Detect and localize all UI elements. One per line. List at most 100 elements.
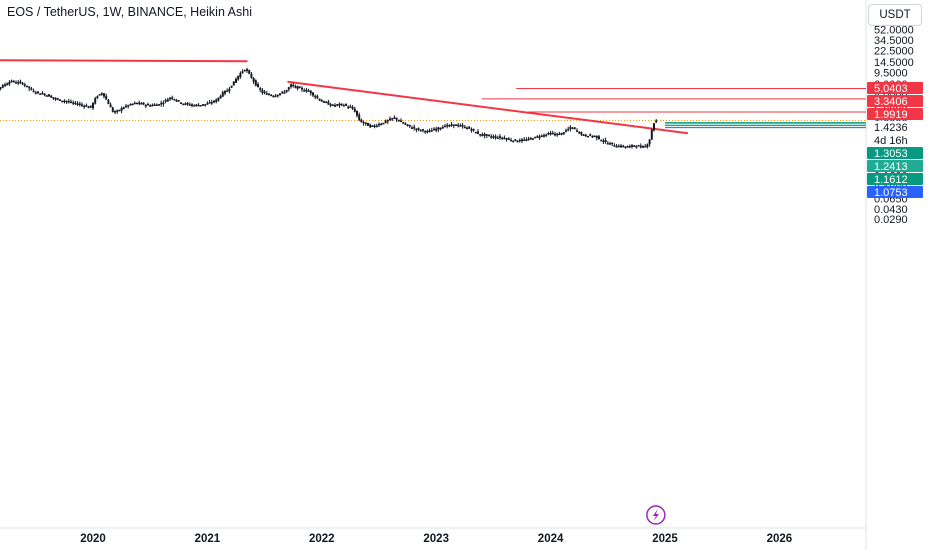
price-tag-label: 1.9919 xyxy=(874,109,908,121)
candle-body xyxy=(347,106,350,109)
candle-body xyxy=(226,90,229,92)
price-tick-label: 9.5000 xyxy=(874,67,908,79)
currency-button[interactable]: USDT xyxy=(868,4,922,26)
candle-body xyxy=(474,131,477,134)
candle-body xyxy=(569,126,572,129)
candle-body xyxy=(294,86,297,88)
candle-body xyxy=(356,110,358,116)
candle-body xyxy=(85,105,88,107)
candle-body xyxy=(171,97,174,99)
candle-body xyxy=(536,136,539,138)
candle-body xyxy=(573,127,576,129)
candle-body xyxy=(204,104,207,106)
price-tag-bg xyxy=(867,186,923,199)
candle-body xyxy=(6,83,9,86)
candle-body xyxy=(182,103,185,106)
candle-body xyxy=(138,102,141,104)
candle-body xyxy=(650,129,653,140)
candle-body xyxy=(613,145,616,147)
candle-body xyxy=(556,133,559,136)
candle-body xyxy=(173,99,176,101)
candle-body xyxy=(336,104,339,106)
candle-body xyxy=(195,104,198,107)
candle-body xyxy=(309,90,312,94)
candle-body xyxy=(292,84,295,87)
candle-body xyxy=(353,108,356,112)
candle-body xyxy=(642,146,644,148)
candle-body xyxy=(323,101,325,103)
candle-body xyxy=(433,128,435,131)
candle-body xyxy=(499,136,501,138)
candle-body xyxy=(257,84,259,88)
price-tick-label: 22.5000 xyxy=(874,46,914,58)
price-tag-bg xyxy=(867,173,923,186)
candle-body xyxy=(523,139,526,141)
time-axis[interactable]: 2020 2021 2022 2023 2024 2025 2026 xyxy=(0,527,866,545)
candle-body xyxy=(72,102,75,104)
candle-body xyxy=(111,107,114,112)
candle-body xyxy=(342,105,345,107)
candle-body xyxy=(78,103,81,106)
candle-body xyxy=(56,98,59,100)
candle-body xyxy=(439,127,442,130)
candlestick-series xyxy=(0,67,658,149)
candle-body xyxy=(611,142,614,145)
candle-body xyxy=(177,100,180,102)
candle-body xyxy=(140,103,143,105)
candle-body xyxy=(76,103,79,106)
candle-body xyxy=(534,136,537,139)
candle-body xyxy=(74,102,77,105)
candle-body xyxy=(512,140,515,143)
candle-body xyxy=(397,119,400,122)
candle-body xyxy=(4,84,6,86)
candle-body xyxy=(109,104,112,108)
candle-body xyxy=(193,105,196,107)
candle-body xyxy=(261,89,264,93)
candle-body xyxy=(276,94,279,97)
candle-body xyxy=(532,138,534,140)
candle-body xyxy=(15,82,17,84)
candle-body xyxy=(307,90,310,92)
candle-body xyxy=(325,101,328,104)
candle-body xyxy=(219,95,222,99)
candle-body xyxy=(318,98,321,101)
candle-body xyxy=(235,78,237,83)
candle-body xyxy=(45,95,48,97)
candle-body xyxy=(485,134,488,136)
candle-body xyxy=(239,72,242,77)
candle-body xyxy=(351,106,354,109)
candle-body xyxy=(428,130,431,132)
price-tag-label: 4d 16h xyxy=(874,135,908,147)
candle-body xyxy=(180,102,182,105)
candle-body xyxy=(279,93,281,95)
candle-body xyxy=(23,84,26,86)
candle-body xyxy=(103,93,105,97)
candle-body xyxy=(635,146,638,148)
candle-body xyxy=(413,126,416,129)
candle-body xyxy=(615,146,618,148)
candle-body xyxy=(228,88,231,92)
candle-body xyxy=(604,139,607,142)
candle-body xyxy=(59,99,61,101)
candle-body xyxy=(10,80,13,83)
time-tick-label: 2025 xyxy=(652,533,678,545)
candle-body xyxy=(514,139,517,141)
candle-body xyxy=(422,129,424,131)
candle-body xyxy=(580,132,583,135)
candle-body xyxy=(543,135,545,137)
candle-body xyxy=(393,117,396,119)
event-marker[interactable] xyxy=(646,505,666,525)
candle-body xyxy=(125,105,127,108)
candle-body xyxy=(92,102,94,109)
candle-body xyxy=(360,119,363,123)
candle-body xyxy=(155,104,158,107)
candle-body xyxy=(296,85,299,89)
candle-body xyxy=(270,94,273,97)
candle-body xyxy=(492,136,495,138)
candle-body xyxy=(39,93,42,95)
candle-body xyxy=(272,95,275,98)
candle-body xyxy=(503,137,506,140)
candle-body xyxy=(419,129,422,132)
candle-body xyxy=(100,93,103,95)
